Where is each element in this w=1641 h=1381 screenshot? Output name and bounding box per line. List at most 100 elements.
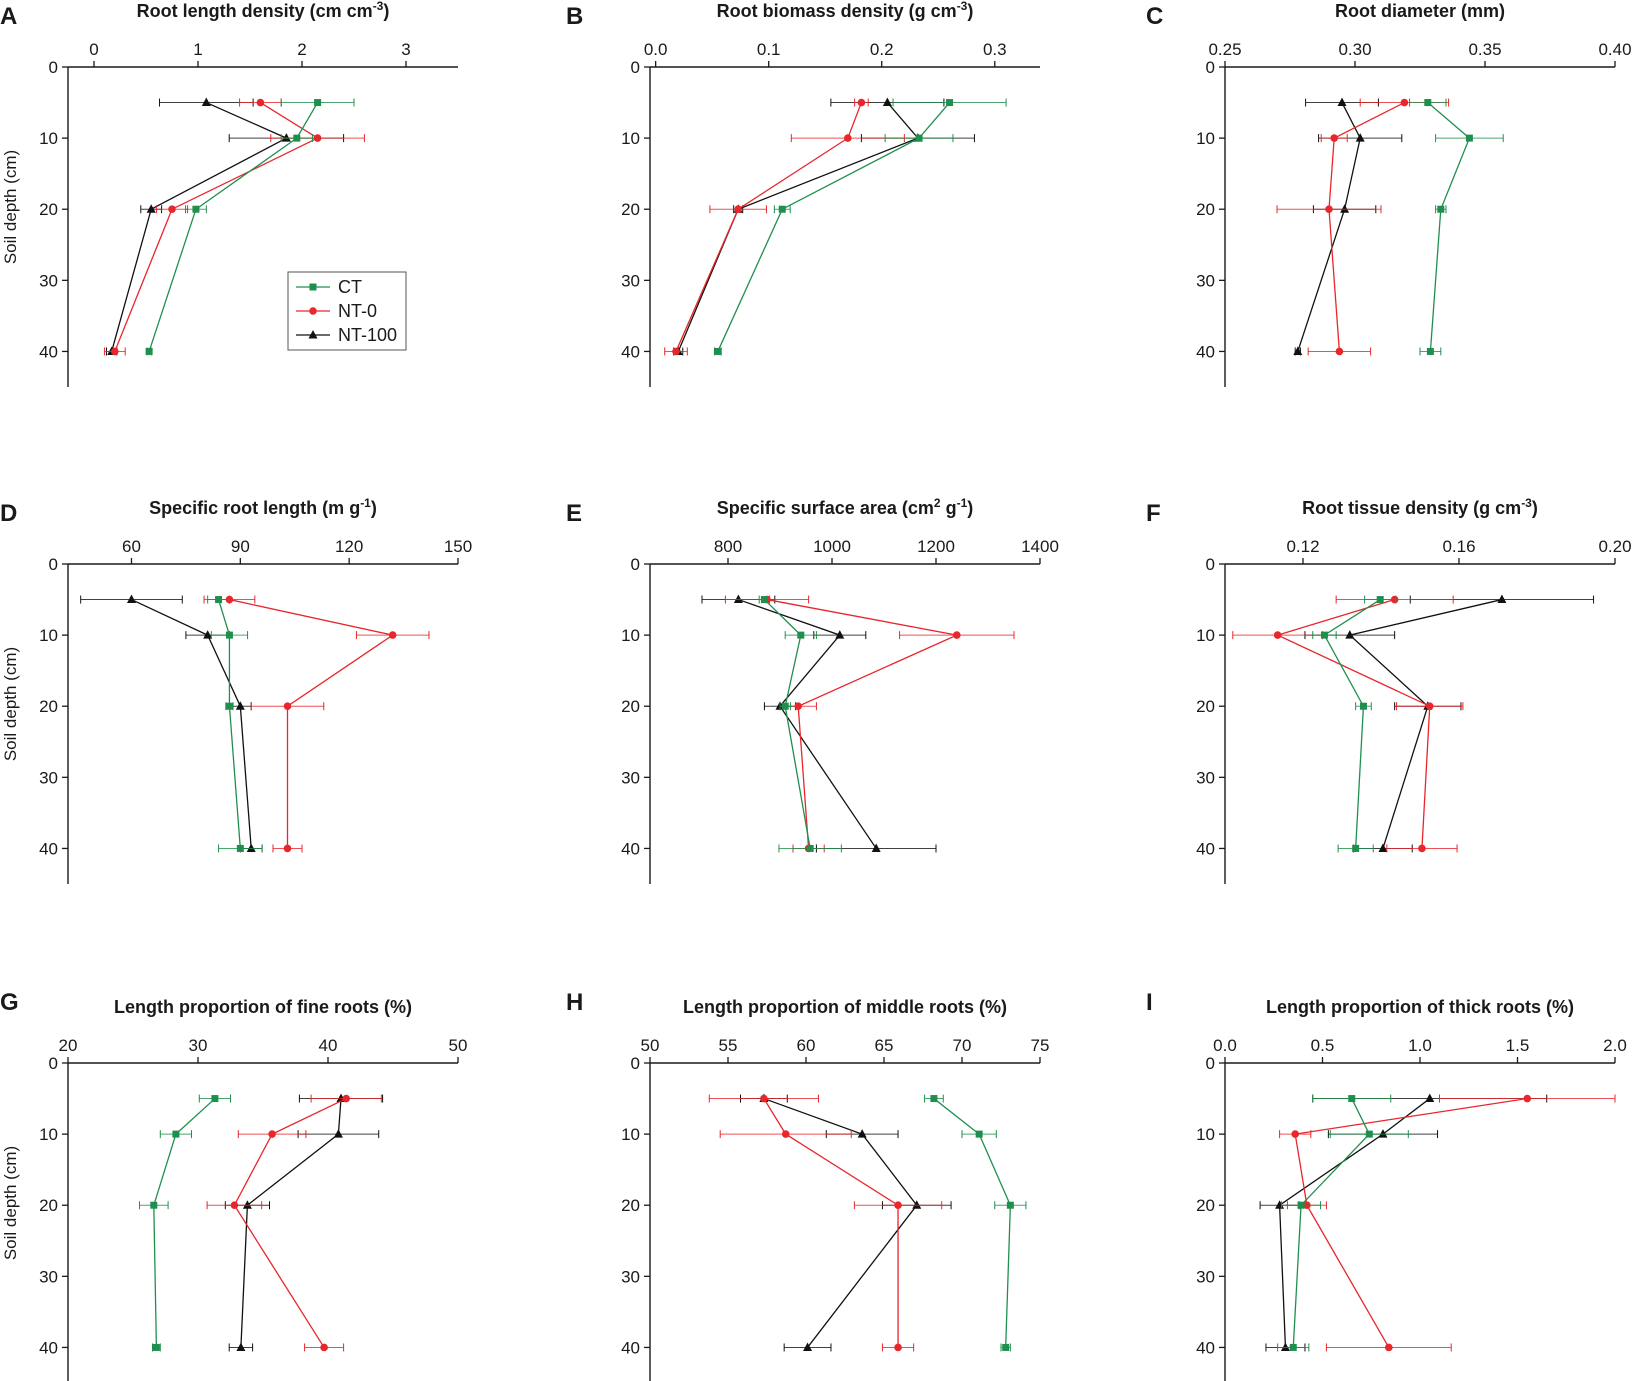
y-tick-label: 10	[1196, 129, 1215, 148]
y-tick-label: 20	[1196, 1196, 1215, 1215]
panel-letter: E	[566, 500, 582, 527]
x-tick-label: 2.0	[1603, 1036, 1627, 1055]
data-point	[894, 1343, 902, 1352]
data-point	[1418, 844, 1426, 853]
panel-title: Root length density (cm cm-3)	[137, 0, 390, 21]
legend-label: NT-100	[338, 325, 397, 345]
data-point	[293, 134, 301, 142]
data-point	[1320, 631, 1328, 639]
panel-b: B Root biomass density (g cm-3) 0.0 0.1 0.2 0…	[566, 0, 1040, 387]
data-point	[803, 1342, 813, 1351]
data-point	[1400, 98, 1409, 107]
y-tick-label: 0	[1206, 1054, 1215, 1073]
series-line	[1292, 1098, 1371, 1348]
series-ct	[1409, 98, 1504, 356]
series-line	[148, 102, 319, 352]
data-point	[946, 99, 954, 107]
panel-f: F Root tissue density (g cm-3) 0.12 0.16 0.2…	[1146, 496, 1632, 884]
series-ct	[1277, 1094, 1409, 1352]
y-tick-label: 20	[621, 697, 640, 716]
panel-title: Specific root length (m g-1)	[149, 496, 377, 518]
series-line	[240, 1098, 342, 1348]
data-point	[211, 1095, 219, 1103]
data-point	[1289, 1343, 1297, 1351]
x-tick-label: 1.0	[1408, 1036, 1432, 1055]
data-point	[975, 1130, 983, 1138]
series-line	[766, 598, 959, 849]
series-nt-0	[724, 595, 1015, 853]
y-tick-label: 40	[621, 342, 640, 361]
y-tick-label: 0	[631, 555, 640, 574]
x-tick-label: 60	[797, 1036, 816, 1055]
x-tick-label: 70	[953, 1036, 972, 1055]
x-tick-label: 50	[641, 1036, 660, 1055]
series-line	[675, 102, 862, 352]
data-point	[1426, 347, 1434, 355]
legend: CT NT-0 NT-100	[287, 271, 407, 351]
series-line	[131, 598, 252, 849]
series-ct	[924, 1094, 1027, 1352]
y-tick-label: 40	[621, 1338, 640, 1357]
data-point	[672, 347, 680, 356]
data-point	[781, 1130, 790, 1138]
panel-c: C Root diameter (mm) 0.25 0.30 0.35 0.40 0 10 20…	[1146, 1, 1632, 387]
data-point	[835, 630, 845, 639]
data-point	[1330, 134, 1338, 142]
x-tick-label: 1200	[917, 537, 955, 556]
x-tick-label: 65	[875, 1036, 894, 1055]
panel-d: D Specific root length (m g-1) 60 90 120 150 0…	[0, 496, 472, 884]
data-point	[760, 596, 768, 604]
y-tick-label: 10	[39, 129, 58, 148]
panel-g: G Length proportion of fine roots (%) 20 30…	[0, 989, 467, 1381]
panel-e: E Specific surface area (cm2 g-1) 800 1000 1…	[566, 496, 1059, 884]
series-nt-100	[80, 594, 263, 853]
series-line	[933, 1098, 1012, 1348]
data-point	[915, 134, 923, 142]
y-tick-label: 10	[1196, 626, 1215, 645]
x-tick-label: 0.16	[1442, 537, 1475, 556]
x-tick-label: 0.2	[870, 40, 894, 59]
series-line	[1278, 1098, 1431, 1348]
legend-label: CT	[338, 277, 362, 297]
panel-letter: F	[1146, 500, 1161, 527]
y-tick-label: 0	[631, 58, 640, 77]
series-ct	[145, 98, 355, 356]
series-nt-100	[1304, 594, 1595, 853]
x-tick-label: 0.30	[1338, 40, 1371, 59]
y-tick-label: 10	[621, 129, 640, 148]
panel-title: Root diameter (mm)	[1335, 1, 1505, 21]
data-point	[236, 1342, 246, 1351]
data-point	[714, 347, 722, 355]
data-point	[797, 631, 805, 639]
panel-letter: B	[566, 3, 583, 30]
data-point	[930, 1095, 938, 1103]
x-tick-label: 800	[714, 537, 742, 556]
series-line	[1328, 101, 1405, 352]
data-point	[1337, 97, 1347, 107]
x-tick-label: 0	[89, 40, 98, 59]
data-point	[1425, 702, 1434, 711]
data-point	[1293, 346, 1303, 355]
series-line	[677, 102, 920, 352]
data-point	[1291, 1130, 1299, 1138]
data-point	[313, 134, 322, 142]
x-tick-label: 0.12	[1286, 537, 1319, 556]
x-tick-label: 40	[319, 1036, 338, 1055]
x-tick-label: 60	[122, 537, 141, 556]
x-tick-label: 0.40	[1598, 40, 1631, 59]
y-axis-label: Soil depth (cm)	[1, 647, 20, 761]
series-line	[114, 102, 319, 352]
x-tick-label: 30	[189, 1036, 208, 1055]
x-tick-label: 0.1	[757, 40, 781, 59]
x-tick-label: 75	[1031, 1036, 1050, 1055]
series-line	[111, 101, 288, 352]
x-tick-label: 90	[231, 537, 250, 556]
series-nt-0	[203, 595, 430, 853]
y-tick-label: 0	[49, 555, 58, 574]
y-tick-label: 40	[1196, 839, 1215, 858]
x-tick-label: 3	[401, 40, 410, 59]
data-point	[806, 844, 814, 852]
data-point	[230, 1201, 239, 1210]
y-tick-label: 10	[621, 1125, 640, 1144]
